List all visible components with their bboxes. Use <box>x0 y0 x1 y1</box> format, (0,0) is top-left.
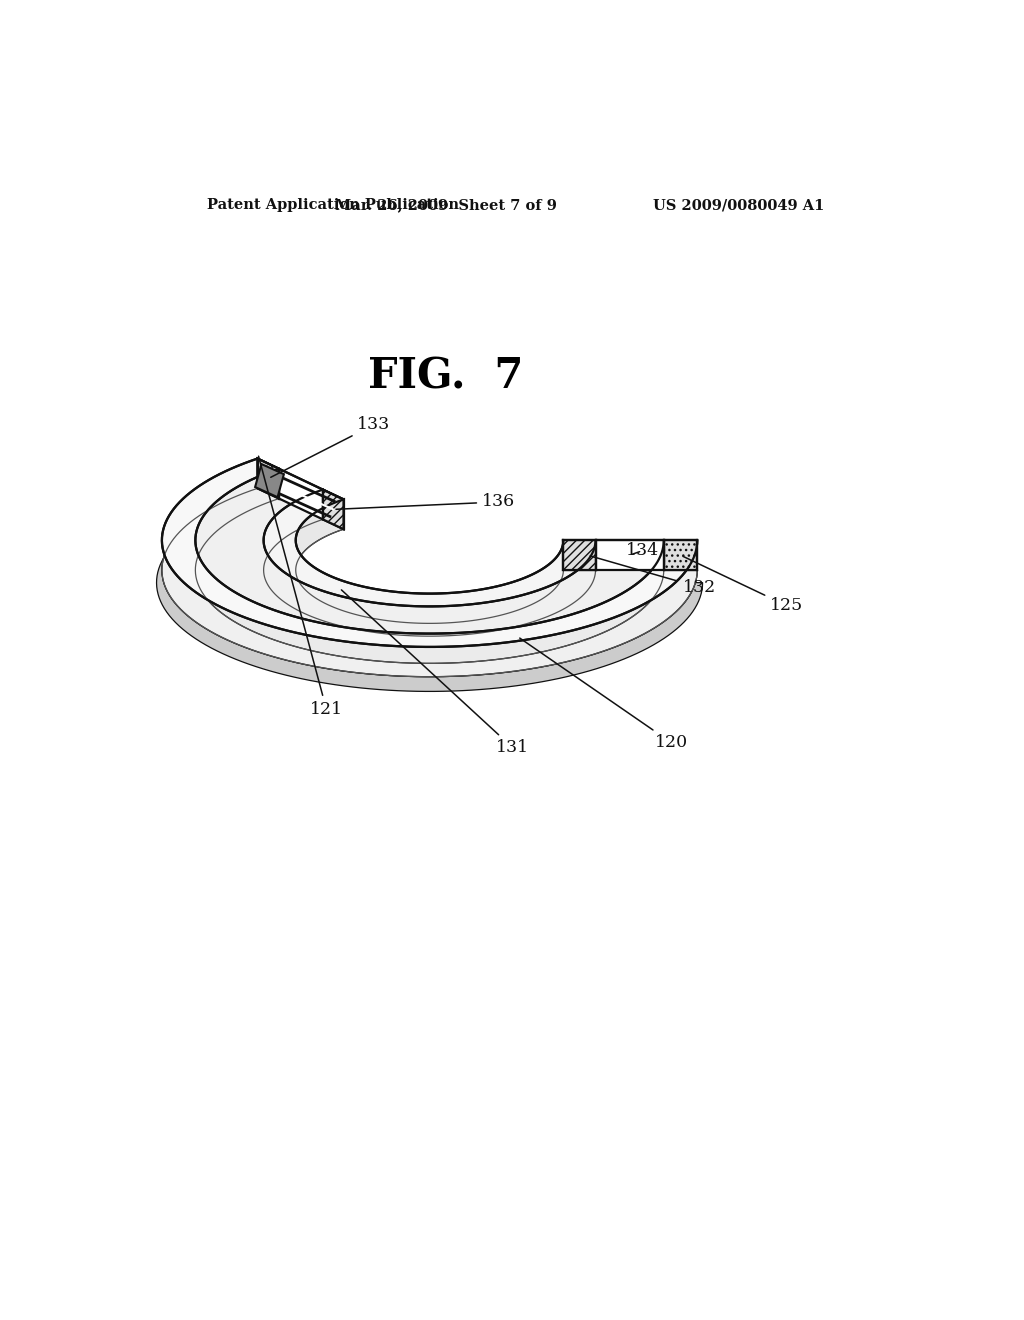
Polygon shape <box>596 540 664 570</box>
Polygon shape <box>296 499 563 623</box>
Polygon shape <box>162 458 697 677</box>
Polygon shape <box>255 465 284 498</box>
Text: 131: 131 <box>341 590 529 756</box>
Polygon shape <box>257 458 279 499</box>
Polygon shape <box>279 469 323 519</box>
Text: 136: 136 <box>336 494 515 511</box>
Polygon shape <box>263 490 596 606</box>
Polygon shape <box>323 490 343 529</box>
Text: US 2009/0080049 A1: US 2009/0080049 A1 <box>653 198 824 213</box>
Polygon shape <box>157 499 702 692</box>
Text: 134: 134 <box>626 543 658 560</box>
Text: FIG.  7: FIG. 7 <box>368 356 523 397</box>
Text: Mar. 26, 2009  Sheet 7 of 9: Mar. 26, 2009 Sheet 7 of 9 <box>335 198 556 213</box>
Text: 120: 120 <box>520 638 688 751</box>
Polygon shape <box>563 540 596 570</box>
Polygon shape <box>196 469 664 634</box>
Polygon shape <box>323 490 343 529</box>
Polygon shape <box>162 458 697 647</box>
Polygon shape <box>664 540 697 570</box>
Polygon shape <box>257 458 279 499</box>
Polygon shape <box>162 488 697 677</box>
Text: 121: 121 <box>258 457 343 718</box>
Text: 133: 133 <box>270 416 390 478</box>
Text: 132: 132 <box>590 556 716 595</box>
Text: Patent Application Publication: Patent Application Publication <box>207 198 460 213</box>
Polygon shape <box>196 469 664 664</box>
Text: 125: 125 <box>683 556 803 614</box>
Polygon shape <box>263 490 596 636</box>
